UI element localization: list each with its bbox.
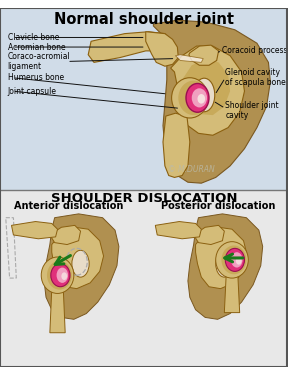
Ellipse shape [51,264,70,287]
Ellipse shape [194,78,215,112]
Polygon shape [194,225,224,245]
Polygon shape [188,214,263,320]
Text: Posterior dislocation: Posterior dislocation [161,201,276,211]
Text: Normal shoulder joint: Normal shoulder joint [54,12,234,27]
Polygon shape [11,222,58,239]
Text: Humerus bone: Humerus bone [8,73,64,82]
Ellipse shape [221,246,246,274]
Text: © M.DURAN: © M.DURAN [168,165,215,174]
Polygon shape [171,46,244,135]
Ellipse shape [47,261,72,290]
Ellipse shape [178,81,209,115]
Polygon shape [153,20,270,183]
Ellipse shape [72,250,89,277]
Polygon shape [155,222,201,239]
Polygon shape [50,225,80,245]
Polygon shape [189,45,219,65]
Text: Anterior dislocation: Anterior dislocation [14,201,124,211]
Ellipse shape [216,250,233,277]
Polygon shape [146,32,178,66]
Ellipse shape [231,252,243,267]
Ellipse shape [41,257,74,293]
Polygon shape [50,289,65,333]
Polygon shape [176,55,203,62]
Ellipse shape [186,84,209,112]
Polygon shape [88,32,171,62]
Text: Glenoid cavity
of scapula bone: Glenoid cavity of scapula bone [225,68,286,87]
Ellipse shape [197,94,205,104]
Text: Acromian bone: Acromian bone [8,42,65,51]
Text: SHOULDER DISLOCATION: SHOULDER DISLOCATION [51,192,237,205]
FancyBboxPatch shape [0,8,288,190]
Ellipse shape [172,78,208,118]
FancyBboxPatch shape [0,190,288,367]
Text: Coracoid process: Coracoid process [222,46,288,56]
Polygon shape [182,58,230,115]
Ellipse shape [225,248,244,272]
Ellipse shape [61,272,67,280]
Text: Shoulder joint
cavity: Shoulder joint cavity [225,100,279,120]
Polygon shape [196,227,247,289]
Polygon shape [163,113,190,177]
Polygon shape [224,273,240,313]
Ellipse shape [57,267,68,283]
Ellipse shape [192,88,207,108]
Text: Clavicle bone: Clavicle bone [8,33,59,42]
Ellipse shape [216,242,248,278]
Text: Coraco-acromial
ligament: Coraco-acromial ligament [8,52,70,71]
Polygon shape [44,214,119,320]
Ellipse shape [236,257,242,265]
Text: Joint capsule: Joint capsule [8,87,57,96]
Polygon shape [52,227,104,289]
